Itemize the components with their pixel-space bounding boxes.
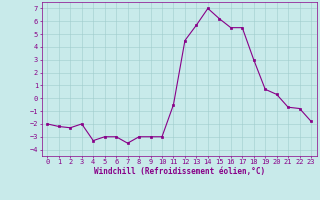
X-axis label: Windchill (Refroidissement éolien,°C): Windchill (Refroidissement éolien,°C) — [94, 167, 265, 176]
